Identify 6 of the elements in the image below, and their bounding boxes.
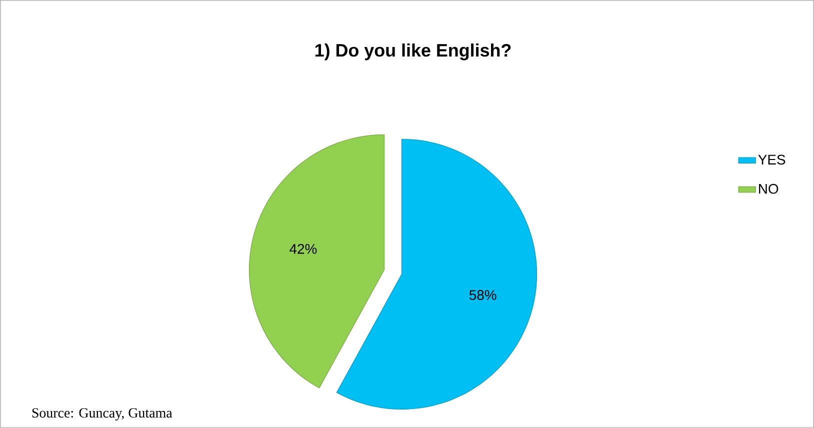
- legend-label: NO: [759, 184, 778, 194]
- legend-label: YES: [758, 154, 786, 165]
- data-label: 58%: [469, 290, 496, 300]
- data-label: 42%: [290, 244, 317, 254]
- chart-title: 1) Do you like English?: [315, 44, 511, 60]
- source-note: Source: Guncay, Gutama: [32, 408, 172, 421]
